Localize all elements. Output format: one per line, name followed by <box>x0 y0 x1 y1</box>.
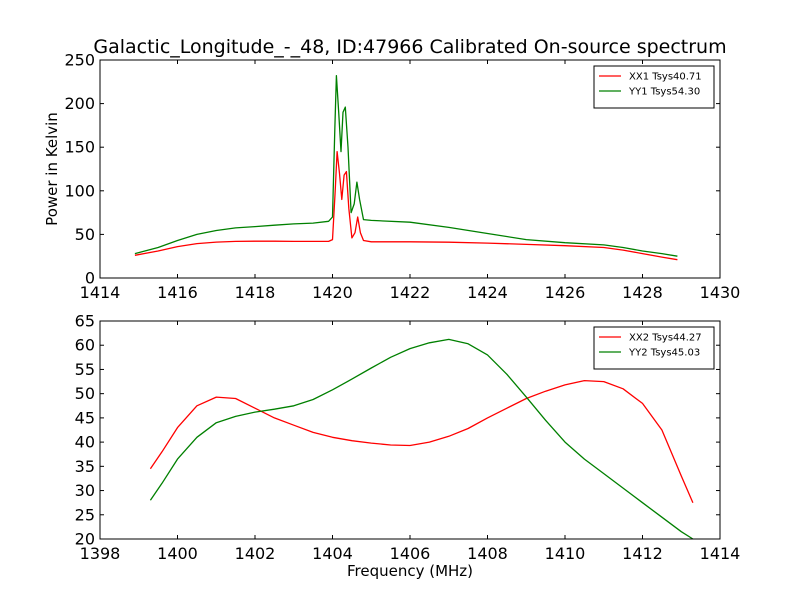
x-tick-label: 1404 <box>312 544 353 563</box>
x-tick-label: 1414 <box>80 283 121 302</box>
y-tick-label: 60 <box>75 336 95 355</box>
x-tick-label: 1426 <box>545 283 586 302</box>
legend-box <box>593 326 715 370</box>
y-tick-label: 30 <box>75 481 95 500</box>
y-tick-label: 50 <box>75 384 95 403</box>
y-tick-label: 150 <box>64 138 95 157</box>
y-tick-label: 35 <box>75 457 95 476</box>
y-axis-label: Power in Kelvin <box>43 112 61 226</box>
x-tick-label: 1408 <box>467 544 508 563</box>
y-tick-label: 100 <box>64 181 95 200</box>
x-tick-label: 1430 <box>700 283 741 302</box>
legend-entry-1: XX1 Tsys40.71 <box>629 72 702 83</box>
y-tick-label: 65 <box>75 312 95 331</box>
x-tick-label: 1418 <box>235 283 276 302</box>
chart-title: Galactic_Longitude_-_48, ID:47966 Calibr… <box>93 36 726 58</box>
x-tick-label: 1398 <box>80 544 121 563</box>
legend-entry-1: XX2 Tsys44.27 <box>629 333 702 344</box>
series-line-1 <box>134 150 678 261</box>
legend-entry-2: YY1 Tsys54.30 <box>628 87 700 98</box>
y-tick-label: 40 <box>75 433 95 452</box>
top-panel: 1414 1416 1418 1420 1422 1424 1426 1428 1430 0 50 1… <box>64 51 740 303</box>
x-tick-label: 1400 <box>157 544 198 563</box>
x-tick-label: 1416 <box>157 283 198 302</box>
bottom-panel: 1398 1400 1402 1404 1406 1408 1410 1412 1414 20 25… <box>75 312 741 564</box>
x-tick-label: 1428 <box>622 283 663 302</box>
x-tick-label: 1424 <box>467 283 508 302</box>
y-tick-label: 45 <box>75 408 95 427</box>
y-tick-label: 55 <box>75 360 95 379</box>
y-tick-label: 250 <box>64 51 95 70</box>
x-tick-label: 1422 <box>390 283 431 302</box>
legend-entry-2: YY2 Tsys45.03 <box>628 348 700 359</box>
x-tick-label: 1412 <box>622 544 663 563</box>
y-tick-label: 50 <box>75 225 95 244</box>
series-line-2 <box>149 338 694 540</box>
y-tick-label: 20 <box>75 530 95 549</box>
x-axis-label: Frequency (MHz) <box>347 562 473 580</box>
legend-box <box>593 65 715 109</box>
x-tick-label: 1414 <box>700 544 741 563</box>
series-line-1 <box>149 379 694 503</box>
x-tick-label: 1420 <box>312 283 353 302</box>
series-line-2 <box>134 75 678 257</box>
y-tick-label: 0 <box>85 269 95 288</box>
x-tick-label: 1406 <box>390 544 431 563</box>
y-tick-label: 25 <box>75 505 95 524</box>
x-tick-label: 1410 <box>545 544 586 563</box>
x-tick-label: 1402 <box>235 544 276 563</box>
y-tick-label: 200 <box>64 94 95 113</box>
